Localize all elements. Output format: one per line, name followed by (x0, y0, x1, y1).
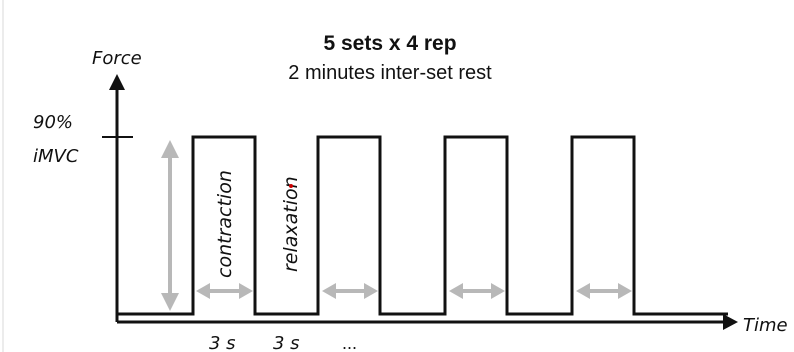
force-magnitude-arrow (161, 140, 179, 311)
level-label-imvc: iMVC (33, 146, 79, 167)
duration-arrow-4 (576, 283, 632, 299)
force-waveform (117, 135, 728, 316)
relaxation-label: relaxation (280, 176, 302, 272)
contraction-label: contraction (214, 170, 236, 278)
y-axis-label: Force (92, 48, 142, 69)
continuation-ellipsis: ... (342, 333, 357, 352)
accent-dot (289, 184, 293, 188)
contraction-duration: 3 s (209, 333, 236, 352)
diagram-subtitle: 2 minutes inter-set rest (288, 62, 492, 84)
duration-arrow-3 (449, 283, 505, 299)
x-axis-label: Time (743, 315, 788, 336)
level-label-percent: 90% (33, 112, 73, 133)
duration-arrow-2 (322, 283, 378, 299)
duration-arrow-1 (196, 283, 253, 299)
x-axis-arrowhead (723, 314, 738, 330)
y-axis-arrowhead (109, 74, 125, 90)
diagram-title: 5 sets x 4 rep (323, 32, 456, 55)
relaxation-duration: 3 s (273, 333, 300, 352)
